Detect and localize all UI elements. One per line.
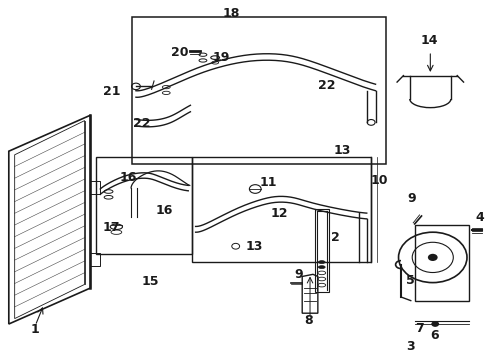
Text: 4: 4: [475, 211, 484, 224]
Circle shape: [430, 321, 438, 327]
Text: 17: 17: [102, 221, 120, 234]
Text: 13: 13: [333, 144, 350, 157]
Text: 8: 8: [303, 314, 312, 327]
Ellipse shape: [318, 261, 325, 264]
Text: 16: 16: [155, 204, 172, 217]
Text: 14: 14: [420, 34, 437, 47]
Text: 1: 1: [31, 323, 40, 336]
Text: 21: 21: [102, 85, 120, 98]
Text: 19: 19: [212, 51, 229, 64]
Text: 5: 5: [406, 274, 414, 287]
Text: 11: 11: [259, 176, 276, 189]
Text: 7: 7: [414, 322, 423, 335]
Text: 13: 13: [245, 240, 263, 253]
Text: 10: 10: [370, 174, 387, 186]
Circle shape: [427, 254, 437, 261]
Text: 22: 22: [133, 117, 150, 130]
Text: 9: 9: [293, 268, 302, 281]
Text: 18: 18: [222, 7, 239, 20]
Text: 9: 9: [407, 192, 415, 204]
Text: 6: 6: [429, 329, 438, 342]
Text: 16: 16: [119, 171, 137, 184]
Text: 15: 15: [142, 275, 159, 288]
Text: 20: 20: [171, 46, 188, 59]
Text: 12: 12: [270, 207, 288, 220]
Text: 3: 3: [406, 340, 414, 353]
Text: 2: 2: [330, 231, 339, 244]
Ellipse shape: [318, 266, 325, 269]
Text: 22: 22: [317, 79, 335, 92]
